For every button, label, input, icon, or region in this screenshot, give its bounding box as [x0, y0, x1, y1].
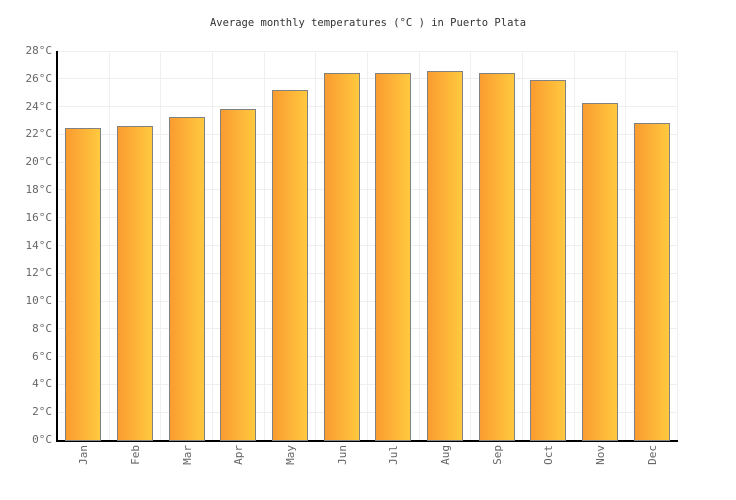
bar-jan[interactable]	[65, 128, 102, 441]
bar-feb[interactable]	[117, 125, 153, 441]
chart-title: Average monthly temperatures (°C ) in Pu…	[209, 17, 527, 29]
x-axis-label-dec: Dec	[645, 445, 659, 465]
y-tick-label-22c: 22°C	[25, 127, 53, 141]
x-axis-label-sep: Sep	[490, 445, 504, 465]
column-jul	[368, 51, 420, 441]
column-jan	[58, 51, 110, 441]
bar-jul[interactable]	[375, 72, 412, 441]
column-dec	[626, 51, 679, 441]
column-jun	[316, 51, 369, 441]
bar-nov[interactable]	[582, 103, 619, 441]
y-tick-label-6c: 6°C	[32, 349, 52, 363]
x-axis-label-nov: Nov	[594, 445, 607, 465]
y-tick-label-24c: 24°C	[25, 99, 53, 113]
x-axis-label-oct: Oct	[542, 445, 556, 465]
bar-sep[interactable]	[478, 72, 515, 441]
bar-apr[interactable]	[220, 108, 257, 441]
y-tick-label-10c: 10°C	[25, 294, 53, 308]
column-feb	[110, 51, 162, 441]
bar-may[interactable]	[272, 89, 309, 441]
y-tick-label-18c: 18°C	[25, 182, 53, 196]
y-tick-label-16c: 16°C	[25, 210, 53, 224]
x-axis-label-mar: Mar	[180, 445, 194, 465]
column-apr	[213, 51, 265, 441]
column-mar	[161, 51, 214, 441]
y-tick-label-4c: 4°C	[32, 377, 52, 391]
y-tick-label-8c: 8°C	[32, 321, 52, 335]
column-oct	[523, 51, 575, 441]
bar-aug[interactable]	[427, 71, 464, 441]
y-tick-label-0c: 0°C	[32, 433, 52, 446]
x-axis-label-apr: Apr	[232, 445, 246, 465]
column-may	[265, 51, 317, 441]
column-sep	[471, 51, 524, 441]
y-tick-label-28c: 28°C	[25, 44, 53, 57]
y-axis-labels: 0°C 2°C 4°C 6°C 8°C 10°C 12°C 14°C 16°C 18°C 20°C 2…	[0, 44, 53, 446]
y-tick-label-26c: 26°C	[25, 71, 53, 85]
y-tick-label-2c: 2°C	[32, 405, 52, 419]
bar-jun[interactable]	[323, 72, 360, 441]
column-aug	[420, 51, 472, 441]
x-axis-label-jun: Jun	[335, 445, 349, 465]
y-tick-label-12c: 12°C	[25, 266, 53, 280]
x-axis-label-aug: Aug	[439, 445, 452, 465]
y-tick-label-14c: 14°C	[25, 238, 53, 252]
plot-area	[56, 50, 679, 442]
plot-columns	[58, 51, 679, 441]
x-axis-label-jan: Jan	[77, 445, 91, 465]
bar-dec[interactable]	[633, 122, 670, 441]
y-tick-label-20c: 20°C	[25, 155, 53, 169]
x-axis-label-feb: Feb	[129, 445, 142, 465]
x-axis-label-jul: Jul	[387, 445, 401, 465]
bar-oct[interactable]	[530, 79, 567, 441]
column-nov	[575, 51, 627, 441]
x-axis-label-may: May	[284, 445, 297, 465]
bar-mar[interactable]	[168, 117, 205, 441]
